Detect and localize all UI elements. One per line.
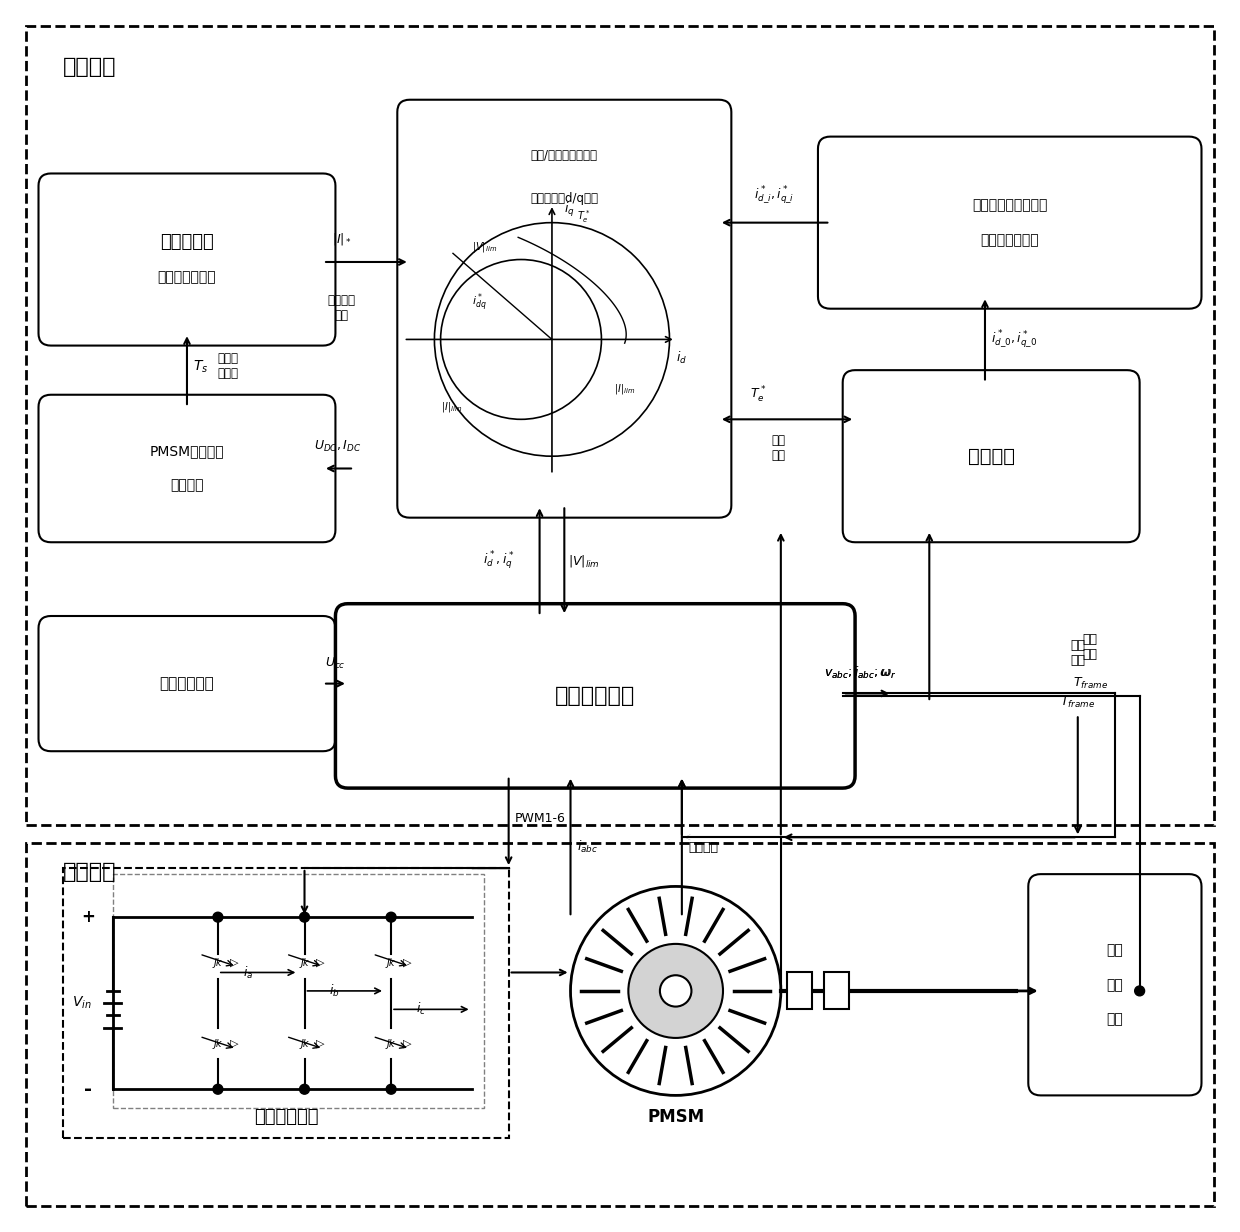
Text: $v_{abc}, i_{abc}, \omega_r$: $v_{abc}, i_{abc}, \omega_r$ bbox=[823, 665, 897, 681]
Text: $i_d$: $i_d$ bbox=[676, 350, 687, 366]
Text: 温度估计: 温度估计 bbox=[170, 479, 203, 493]
Text: $|I|_*$: $|I|_*$ bbox=[331, 232, 352, 248]
Text: $i_{abc}$: $i_{abc}$ bbox=[577, 839, 598, 855]
Circle shape bbox=[386, 912, 396, 922]
Circle shape bbox=[213, 1084, 223, 1094]
FancyBboxPatch shape bbox=[38, 394, 336, 542]
Text: $\triangleright$: $\triangleright$ bbox=[402, 956, 413, 970]
Text: $i_a$: $i_a$ bbox=[243, 965, 253, 981]
Text: 磁场定向控制: 磁场定向控制 bbox=[556, 686, 635, 706]
FancyBboxPatch shape bbox=[1028, 875, 1202, 1095]
Text: 控制算法: 控制算法 bbox=[63, 57, 117, 76]
Text: $T_{frame}$: $T_{frame}$ bbox=[1073, 676, 1107, 691]
Text: $v_{abc}; i_{abc}; \omega_r$: $v_{abc}; i_{abc}; \omega_r$ bbox=[823, 665, 897, 681]
Bar bbox=[825, 972, 849, 1009]
Text: $i_c$: $i_c$ bbox=[415, 1002, 427, 1018]
Text: $\triangleright$: $\triangleright$ bbox=[315, 956, 326, 970]
Text: 机壳
温度: 机壳 温度 bbox=[1083, 633, 1097, 660]
Text: 机壳
温度: 机壳 温度 bbox=[1070, 639, 1085, 667]
Text: 动态电流
限制: 动态电流 限制 bbox=[327, 294, 356, 322]
Bar bbox=[787, 972, 812, 1009]
Text: 电压/电流限制内由效: 电压/电流限制内由效 bbox=[531, 149, 598, 161]
Text: $T_s$: $T_s$ bbox=[193, 359, 208, 375]
Text: $\triangleright$: $\triangleright$ bbox=[228, 956, 239, 970]
FancyBboxPatch shape bbox=[843, 370, 1140, 542]
Text: $\triangleright$: $\triangleright$ bbox=[315, 1037, 326, 1050]
Text: 最优信号注入: 最优信号注入 bbox=[160, 676, 215, 691]
Text: $U_{DC}, I_{DC}$: $U_{DC}, I_{DC}$ bbox=[314, 439, 362, 453]
Text: $|V|_{lim}$: $|V|_{lim}$ bbox=[471, 240, 497, 254]
Text: 硬件平台: 硬件平台 bbox=[63, 862, 117, 882]
Text: Jk: Jk bbox=[213, 1039, 222, 1048]
Text: PMSM: PMSM bbox=[647, 1108, 704, 1126]
Text: $i_{d\_0}^*, i_{q\_0}^*$: $i_{d\_0}^*, i_{q\_0}^*$ bbox=[991, 329, 1038, 351]
Text: -: - bbox=[84, 1079, 92, 1099]
Text: $|I|_{lim}$: $|I|_{lim}$ bbox=[614, 382, 635, 395]
Text: 率优化分配d/q电流: 率优化分配d/q电流 bbox=[531, 192, 599, 205]
FancyBboxPatch shape bbox=[63, 869, 508, 1138]
Circle shape bbox=[1135, 986, 1145, 995]
Text: 的效率优化控制: 的效率优化控制 bbox=[981, 233, 1039, 246]
FancyBboxPatch shape bbox=[38, 174, 336, 345]
Text: $i_q$: $i_q$ bbox=[564, 201, 575, 219]
Text: Jk: Jk bbox=[213, 957, 222, 967]
Text: Jk: Jk bbox=[387, 957, 396, 967]
Text: 转子位置: 转子位置 bbox=[688, 840, 718, 854]
Text: $V_{in}$: $V_{in}$ bbox=[72, 995, 92, 1011]
Text: $|V|_{lim}$: $|V|_{lim}$ bbox=[568, 553, 600, 569]
Circle shape bbox=[300, 1084, 310, 1094]
Text: $T_e^*$: $T_e^*$ bbox=[577, 208, 590, 225]
Circle shape bbox=[660, 976, 692, 1007]
Text: $T_{frame}$: $T_{frame}$ bbox=[1060, 695, 1095, 710]
Text: $\triangleright$: $\triangleright$ bbox=[402, 1037, 413, 1050]
Text: $U_{cc}$: $U_{cc}$ bbox=[325, 657, 346, 671]
Text: 模拟: 模拟 bbox=[1106, 978, 1123, 992]
Text: Jk: Jk bbox=[300, 1039, 309, 1048]
Circle shape bbox=[213, 912, 223, 922]
Text: 定子绕
组温度: 定子绕 组温度 bbox=[218, 352, 239, 381]
FancyBboxPatch shape bbox=[38, 616, 336, 752]
Text: 负载: 负载 bbox=[1106, 1013, 1123, 1026]
Circle shape bbox=[629, 944, 723, 1037]
Text: 转矩
给定: 转矩 给定 bbox=[771, 434, 785, 462]
Text: PMSM定子绕组: PMSM定子绕组 bbox=[150, 445, 224, 458]
Text: 电流、温度限制: 电流、温度限制 bbox=[157, 270, 216, 283]
Text: $i_d^*, i_q^*$: $i_d^*, i_q^*$ bbox=[484, 549, 515, 572]
FancyBboxPatch shape bbox=[397, 100, 732, 517]
Text: $i_b$: $i_b$ bbox=[330, 983, 340, 999]
Text: $i_{d\_i}^*, i_{q\_i}^*$: $i_{d\_i}^*, i_{q\_i}^*$ bbox=[754, 185, 795, 207]
Text: $i_{dq}^*$: $i_{dq}^*$ bbox=[471, 292, 486, 314]
Text: 电压源逆变器: 电压源逆变器 bbox=[254, 1108, 319, 1126]
FancyBboxPatch shape bbox=[818, 137, 1202, 309]
Text: 主动热管理: 主动热管理 bbox=[160, 233, 213, 251]
Text: +: + bbox=[81, 908, 95, 926]
Text: $T_e^*$: $T_e^*$ bbox=[750, 384, 766, 404]
Text: Jk: Jk bbox=[300, 957, 309, 967]
Text: 车辆: 车辆 bbox=[1106, 944, 1123, 957]
Text: 基于改进黄金分割法: 基于改进黄金分割法 bbox=[972, 198, 1048, 212]
FancyBboxPatch shape bbox=[336, 604, 856, 788]
Circle shape bbox=[386, 1084, 396, 1094]
Text: 损耗模型: 损耗模型 bbox=[967, 447, 1014, 466]
Text: Jk: Jk bbox=[387, 1039, 396, 1048]
Circle shape bbox=[300, 912, 310, 922]
Text: $\triangleright$: $\triangleright$ bbox=[228, 1037, 239, 1050]
Text: $|I|_{lim}$: $|I|_{lim}$ bbox=[440, 400, 463, 414]
Text: PWM1-6: PWM1-6 bbox=[515, 812, 565, 825]
